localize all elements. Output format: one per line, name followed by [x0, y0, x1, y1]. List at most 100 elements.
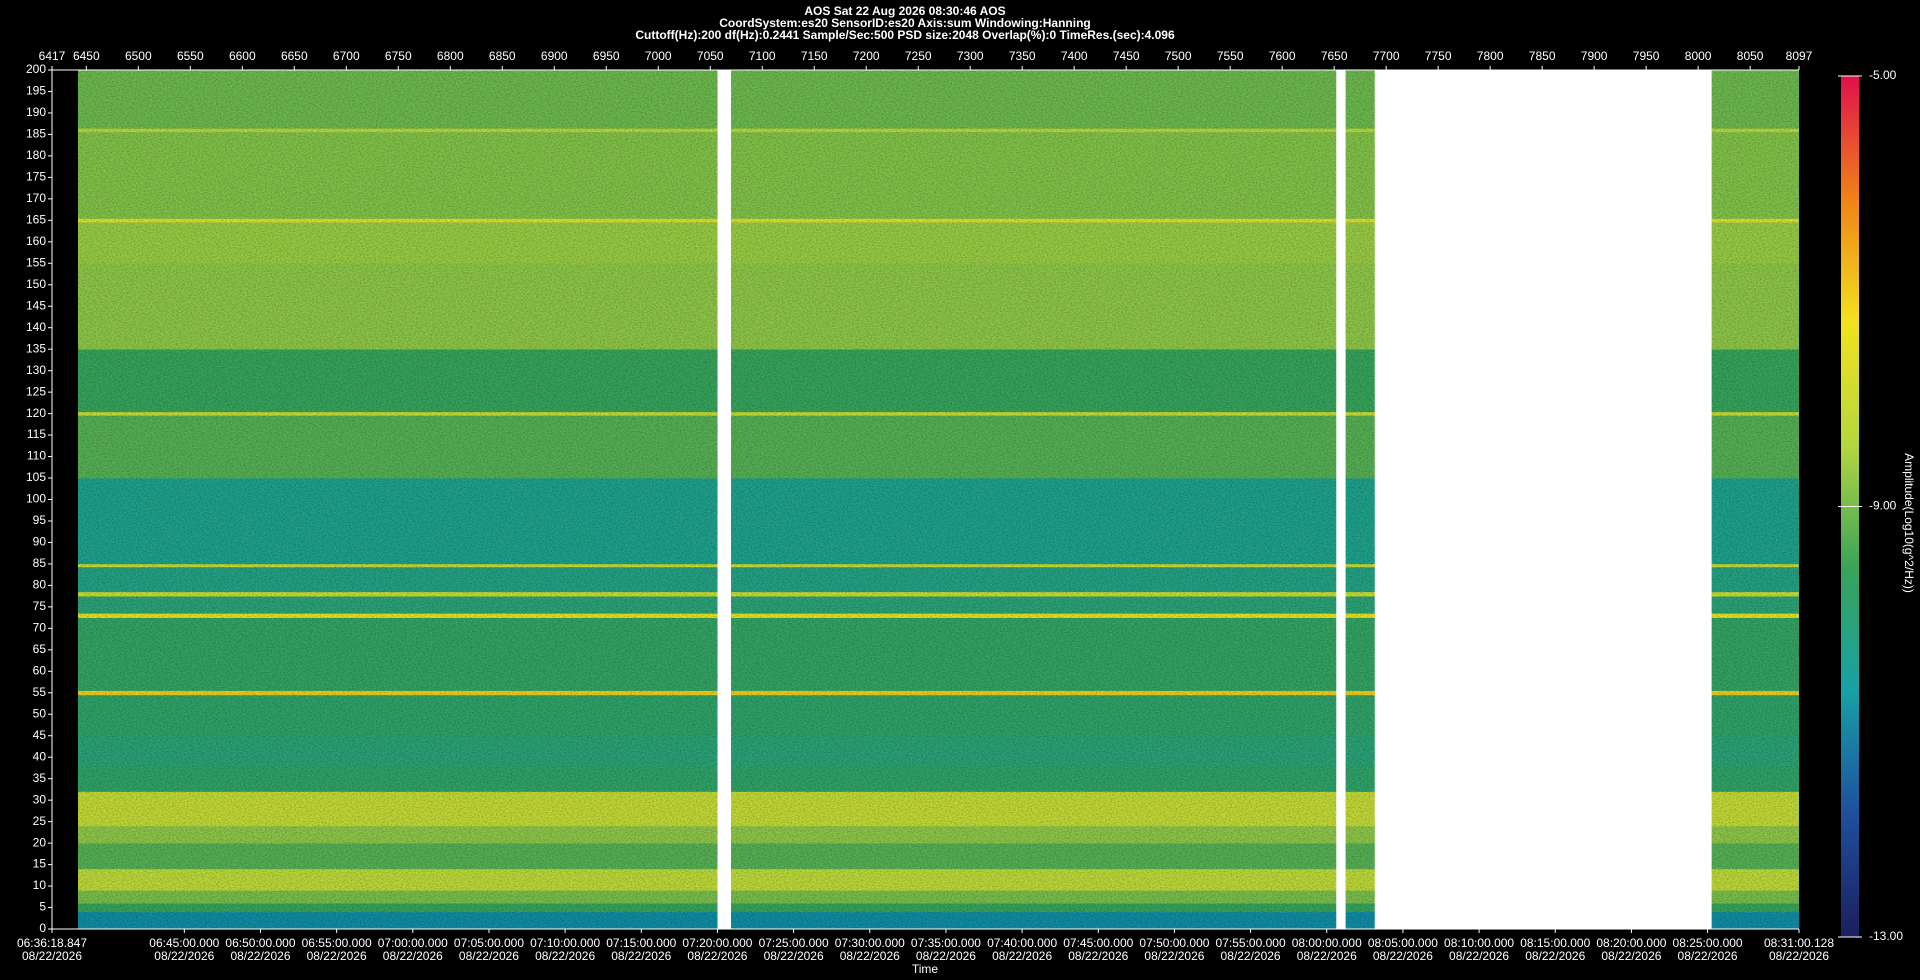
x-tick-label: 7500: [1165, 49, 1192, 63]
spectrogram-cell: [77, 890, 718, 904]
spectrogram-cell: [1711, 263, 1799, 350]
y-tick-label: 145: [26, 298, 46, 312]
x-tick-label: 6900: [541, 49, 568, 63]
spectrogram-image: [77, 70, 1799, 930]
y-tick-label: 115: [27, 427, 46, 441]
x-tick-label: 7000: [645, 49, 672, 63]
time-tick-date: 08/22/2026: [535, 949, 595, 963]
spectrogram-cell: [1711, 596, 1799, 614]
spectrogram-cell: [1711, 868, 1799, 891]
spectrogram-cell: [77, 617, 718, 691]
y-tick-label: 135: [26, 341, 46, 355]
spectrogram-cell: [731, 128, 1337, 133]
spectrogram-cell: [77, 903, 718, 913]
time-tick-date: 08/22/2026: [1144, 949, 1204, 963]
colorbar-tick-label: -5.00: [1869, 68, 1897, 82]
time-tick-date: 08/22/2026: [1678, 949, 1738, 963]
time-tick-label: 07:15:00.000: [606, 936, 676, 950]
y-tick-label: 185: [26, 127, 46, 141]
x-tick-label: 6550: [177, 49, 204, 63]
time-tick-label: 07:20:00.000: [682, 936, 752, 950]
y-tick-label: 75: [33, 599, 47, 613]
spectrogram-cell: [77, 825, 718, 844]
time-tick-label: 06:50:00.000: [225, 936, 295, 950]
spectrogram-cell: [731, 218, 1337, 223]
spectrogram-cell: [1345, 415, 1375, 479]
x-tick-label: 6600: [229, 49, 256, 63]
spectrogram-cell: [1711, 825, 1799, 844]
spectrogram-cell: [1345, 911, 1375, 930]
spectrogram-cell: [731, 735, 1337, 767]
spectrogram-cell: [731, 613, 1337, 618]
spectrogram-cell: [77, 563, 718, 568]
spectrogram-cell: [77, 613, 718, 618]
spectrogram-cell: [77, 591, 718, 597]
time-limit-label: 06:36:18.847: [17, 936, 87, 950]
time-tick-date: 08/22/2026: [1525, 949, 1585, 963]
x-tick-label: 6850: [489, 49, 516, 63]
x-tick-label: 6417: [39, 49, 66, 63]
time-tick-label: 08:00:00.000: [1292, 936, 1362, 950]
spectrogram-cell: [731, 563, 1337, 568]
time-tick-label: 07:30:00.000: [835, 936, 905, 950]
y-tick-label: 35: [33, 771, 47, 785]
spectrogram-cell: [1711, 791, 1799, 827]
time-limit-date: 08/22/2026: [22, 949, 82, 963]
spectrogram-cell: [731, 694, 1337, 737]
spectrogram-cell: [1345, 478, 1375, 565]
spectrogram-cell: [1345, 843, 1375, 870]
spectrogram-cell: [77, 222, 718, 264]
spectrogram-cell: [731, 263, 1337, 350]
spectrogram-cell: [1345, 128, 1375, 133]
time-tick-label: 08:05:00.000: [1368, 936, 1438, 950]
x-tick-label: 7750: [1425, 49, 1452, 63]
spectrogram-cell: [1711, 131, 1799, 219]
x-tick-label: 8097: [1786, 49, 1813, 63]
spectrogram-cell: [731, 765, 1337, 792]
y-tick-label: 45: [33, 728, 47, 742]
spectrogram-cell: [1345, 694, 1375, 737]
y-tick-label: 55: [33, 685, 47, 699]
spectrogram-cell: [1711, 903, 1799, 913]
spectrogram-cell: [1345, 411, 1375, 416]
y-tick-label: 130: [26, 363, 46, 377]
x-tick-label: 6650: [281, 49, 308, 63]
y-tick-label: 110: [27, 449, 46, 463]
spectrogram-cell: [731, 411, 1337, 416]
spectrogram-cell: [1345, 566, 1375, 593]
x-tick-label: 7350: [1009, 49, 1036, 63]
time-tick-date: 08/22/2026: [992, 949, 1052, 963]
spectrogram-cell: [731, 222, 1337, 264]
spectrogram-cell: [731, 566, 1337, 593]
x-tick-label: 7400: [1061, 49, 1088, 63]
x-tick-label: 7650: [1321, 49, 1348, 63]
pre-data-area: [52, 70, 78, 929]
spectrogram-cell: [1345, 263, 1375, 350]
y-tick-label: 155: [26, 255, 46, 269]
spectrogram-cell: [1345, 222, 1375, 264]
colorbar-tick-label: -13.00: [1869, 929, 1903, 943]
time-tick-label: 07:35:00.000: [911, 936, 981, 950]
settings-line: Cuttoff(Hz):200 df(Hz):0.2441 Sample/Sec…: [635, 28, 1175, 42]
y-tick-label: 140: [26, 320, 46, 334]
spectrogram-cell: [731, 890, 1337, 904]
spectrogram-cell: [1345, 825, 1375, 844]
y-tick-label: 100: [26, 492, 46, 506]
spectrogram-cell: [77, 911, 718, 930]
spectrogram-cell: [1711, 222, 1799, 264]
time-tick-date: 08/22/2026: [459, 949, 519, 963]
colorbar-tick-label: -9.00: [1869, 499, 1897, 513]
y-tick-label: 200: [26, 62, 46, 76]
spectrogram-cell: [1345, 791, 1375, 827]
x-tick-label: 7900: [1581, 49, 1608, 63]
spectrogram-cell: [1711, 911, 1799, 930]
spectrogram-cell: [731, 617, 1337, 691]
time-tick-date: 08/22/2026: [230, 949, 290, 963]
x-tick-label: 7700: [1373, 49, 1400, 63]
y-tick-label: 105: [26, 470, 46, 484]
x-tick-label: 6800: [437, 49, 464, 63]
time-tick-label: 08:15:00.000: [1520, 936, 1590, 950]
spectrogram-cell: [1345, 563, 1375, 568]
x-tick-label: 6750: [385, 49, 412, 63]
